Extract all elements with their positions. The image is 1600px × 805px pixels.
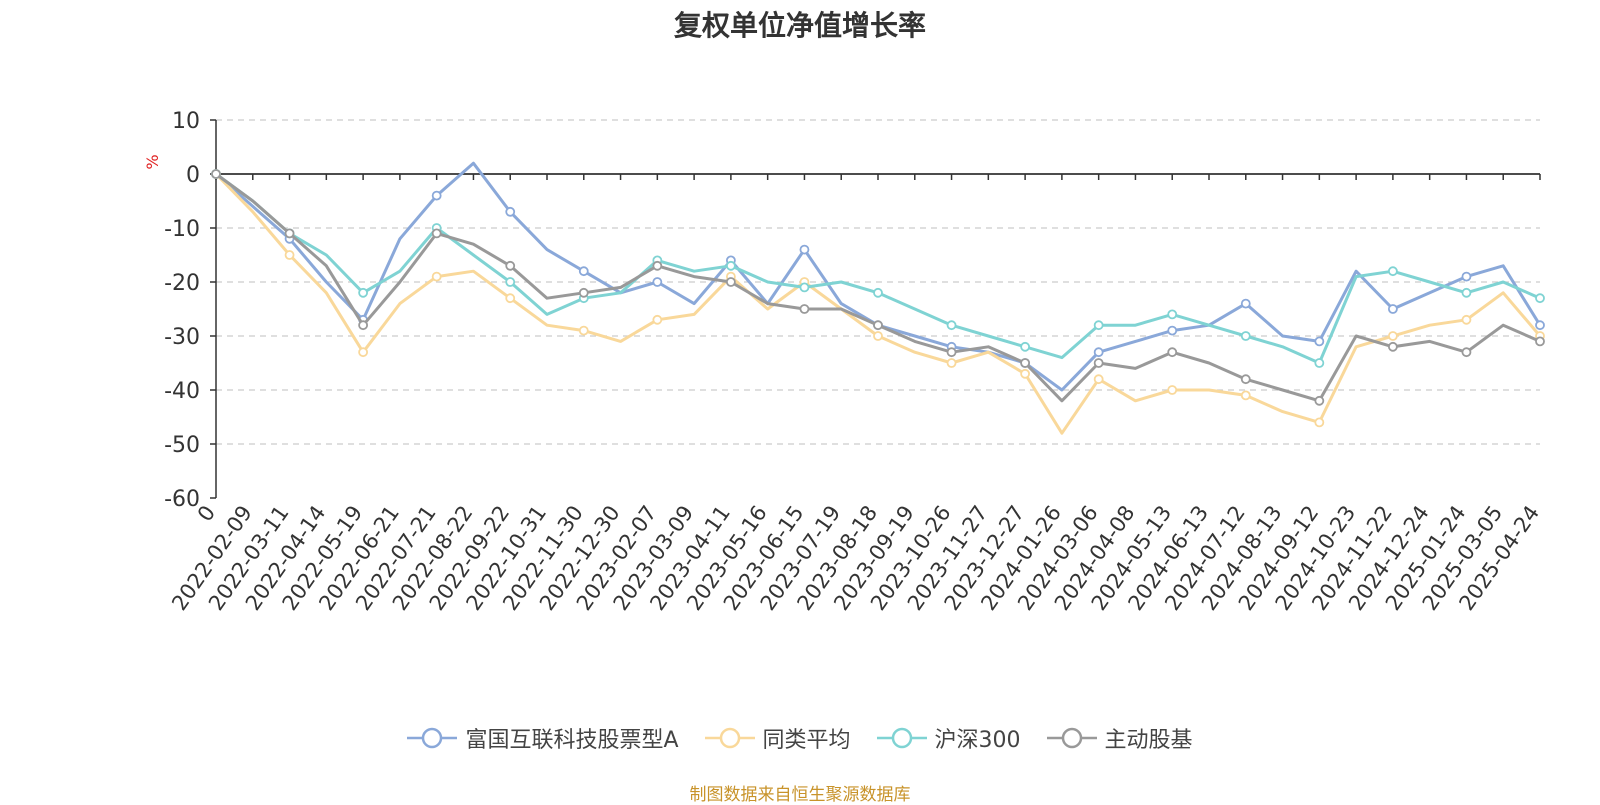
legend-item[interactable]: 主动股基: [1046, 722, 1193, 754]
data-point[interactable]: [946, 320, 957, 331]
y-tick-label: -30: [164, 325, 200, 350]
data-point[interactable]: [725, 260, 736, 271]
data-point[interactable]: [1461, 287, 1472, 298]
data-point[interactable]: [1314, 336, 1325, 347]
data-point[interactable]: [578, 266, 589, 277]
y-tick-label: -60: [164, 487, 200, 512]
data-point[interactable]: [1535, 320, 1545, 331]
data-point[interactable]: [358, 287, 369, 298]
data-point[interactable]: [1461, 271, 1472, 282]
y-tick-label: -10: [164, 217, 200, 242]
data-point[interactable]: [1314, 417, 1325, 428]
legend-swatch-icon: [876, 727, 927, 749]
data-point[interactable]: [431, 190, 442, 201]
legend: 富国互联科技股票型A 同类平均 沪深300 主动股基: [0, 722, 1600, 754]
data-point[interactable]: [1314, 358, 1325, 368]
series-line[interactable]: [215, 161, 1542, 392]
data-point[interactable]: [799, 304, 810, 314]
data-point[interactable]: [1240, 390, 1251, 401]
series-lines: [211, 161, 1545, 435]
data-point[interactable]: [578, 287, 589, 298]
legend-swatch-icon: [1046, 727, 1097, 749]
legend-item[interactable]: 同类平均: [704, 722, 851, 754]
data-point[interactable]: [1240, 374, 1251, 385]
legend-label: 富国互联科技股票型A: [465, 728, 679, 753]
axes: [210, 119, 1541, 499]
y-tick-label: 10: [172, 109, 200, 134]
data-point[interactable]: [1240, 298, 1251, 309]
series-line[interactable]: [215, 172, 1541, 403]
y-tick-label: -50: [164, 433, 200, 458]
data-point[interactable]: [725, 277, 736, 287]
data-point[interactable]: [578, 325, 589, 336]
series-line[interactable]: [214, 172, 1542, 435]
data-point[interactable]: [211, 169, 221, 179]
data-point[interactable]: [1167, 309, 1178, 320]
data-point[interactable]: [1093, 320, 1104, 331]
legend-item[interactable]: 富国互联科技股票型A: [407, 722, 679, 754]
legend-swatch-icon: [704, 727, 755, 749]
data-point[interactable]: [1387, 266, 1398, 277]
data-point[interactable]: [873, 320, 883, 331]
source-note: 制图数据来自恒生聚源数据库: [689, 785, 911, 805]
data-point[interactable]: [1020, 368, 1031, 379]
data-point[interactable]: [1020, 341, 1031, 352]
data-point[interactable]: [946, 358, 957, 368]
data-point[interactable]: [1240, 331, 1251, 341]
data-point[interactable]: [652, 277, 663, 287]
tick-labels: 100-10-20-30-40-50-60%02022-02-092022-03…: [143, 109, 1544, 615]
y-axis-label: %: [143, 154, 162, 169]
data-point[interactable]: [505, 277, 516, 287]
data-point[interactable]: [1387, 331, 1398, 341]
data-point[interactable]: [1093, 374, 1104, 385]
data-point[interactable]: [505, 293, 516, 304]
legend-item[interactable]: 沪深300: [876, 722, 1021, 754]
data-point[interactable]: [799, 282, 810, 293]
y-tick-label: -20: [164, 271, 200, 296]
data-point[interactable]: [358, 347, 369, 358]
data-point[interactable]: [284, 250, 295, 260]
data-point[interactable]: [505, 206, 516, 217]
legend-label: 主动股基: [1104, 728, 1193, 753]
data-point[interactable]: [431, 228, 442, 239]
data-point[interactable]: [1535, 293, 1545, 304]
data-point[interactable]: [1167, 385, 1178, 395]
data-point[interactable]: [1167, 325, 1178, 336]
data-point[interactable]: [1387, 304, 1398, 314]
data-point[interactable]: [873, 287, 883, 298]
x-tick-label: 0: [193, 501, 220, 526]
data-point[interactable]: [358, 320, 369, 331]
data-point[interactable]: [1535, 336, 1545, 347]
data-point[interactable]: [505, 260, 516, 271]
data-point[interactable]: [1093, 347, 1104, 358]
legend-label: 沪深300: [934, 728, 1021, 753]
grid-lines: [216, 119, 1540, 445]
legend-swatch-icon: [407, 727, 458, 749]
line-chart: 100-10-20-30-40-50-60%02022-02-092022-03…: [143, 109, 1545, 615]
y-tick-label: 0: [186, 163, 200, 188]
data-point[interactable]: [431, 271, 442, 282]
data-point[interactable]: [1461, 347, 1472, 358]
data-point[interactable]: [1093, 358, 1104, 368]
data-point[interactable]: [1167, 347, 1178, 358]
chart-title: 复权单位净值增长率: [673, 9, 926, 42]
data-point[interactable]: [1314, 395, 1325, 406]
data-point[interactable]: [1020, 358, 1031, 368]
data-point[interactable]: [873, 331, 883, 341]
data-point[interactable]: [652, 260, 663, 271]
data-point[interactable]: [799, 244, 810, 255]
data-point[interactable]: [284, 228, 295, 239]
data-point[interactable]: [652, 314, 663, 325]
data-point[interactable]: [1387, 341, 1398, 352]
data-point[interactable]: [1461, 314, 1472, 325]
y-tick-label: -40: [164, 379, 200, 404]
legend-label: 同类平均: [762, 728, 851, 753]
data-point[interactable]: [946, 347, 957, 358]
